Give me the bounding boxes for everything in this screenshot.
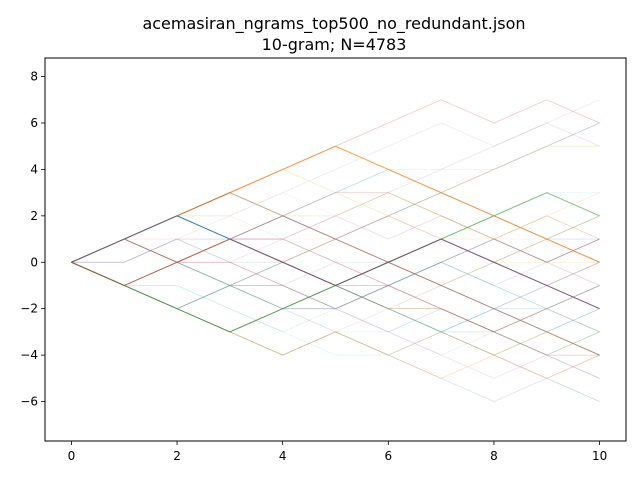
- x-tick-label: 8: [490, 449, 498, 463]
- series-line-3: [71, 215, 600, 310]
- background-series-line: [71, 215, 600, 310]
- y-tick-label: −6: [20, 395, 38, 409]
- background-series-line: [71, 261, 600, 333]
- y-tick-label: 6: [30, 116, 38, 130]
- y-tick-label: −2: [20, 302, 38, 316]
- y-tick-label: 8: [30, 70, 38, 84]
- series-line-4: [71, 238, 600, 310]
- y-tick-label: −4: [20, 348, 38, 362]
- chart-title: acemasiran_ngrams_top500_no_redundant.js…: [142, 14, 525, 34]
- chart-subtitle: 10-gram; N=4783: [262, 35, 407, 54]
- y-tick-label: 2: [30, 209, 38, 223]
- background-series-line: [71, 261, 600, 333]
- background-series-line: [71, 122, 600, 286]
- background-series-line: [71, 215, 600, 286]
- y-tick-label: 4: [30, 162, 38, 176]
- x-tick-label: 2: [173, 449, 181, 463]
- background-series-line: [71, 238, 600, 310]
- background-series-line: [71, 215, 600, 356]
- x-tick-label: 10: [592, 449, 607, 463]
- background-series-line: [71, 238, 600, 286]
- background-series-line: [71, 238, 600, 356]
- y-axis: −6 −4 −2 0 2 4 6 8: [20, 70, 45, 409]
- background-series-line: [71, 99, 600, 263]
- background-series-line: [71, 261, 600, 379]
- background-series-line: [71, 192, 600, 286]
- y-tick-label: 0: [30, 255, 38, 269]
- x-tick-label: 6: [384, 449, 392, 463]
- background-series-line: [71, 238, 600, 356]
- x-tick-label: 0: [68, 449, 76, 463]
- plot-lines: [71, 99, 600, 402]
- series-line-5: [71, 192, 600, 356]
- background-series-line: [71, 122, 600, 263]
- background-series-line: [71, 238, 600, 286]
- background-series-line: [71, 215, 600, 263]
- background-series-line: [71, 99, 600, 263]
- background-series-line: [71, 261, 600, 402]
- background-series-line: [71, 192, 600, 263]
- background-series-line: [71, 192, 600, 286]
- axes-frame: [44, 57, 627, 442]
- x-axis: 0 2 4 6 8 10: [68, 441, 607, 463]
- x-tick-label: 4: [279, 449, 287, 463]
- background-series-line: [71, 122, 600, 263]
- background-series-line: [71, 122, 600, 286]
